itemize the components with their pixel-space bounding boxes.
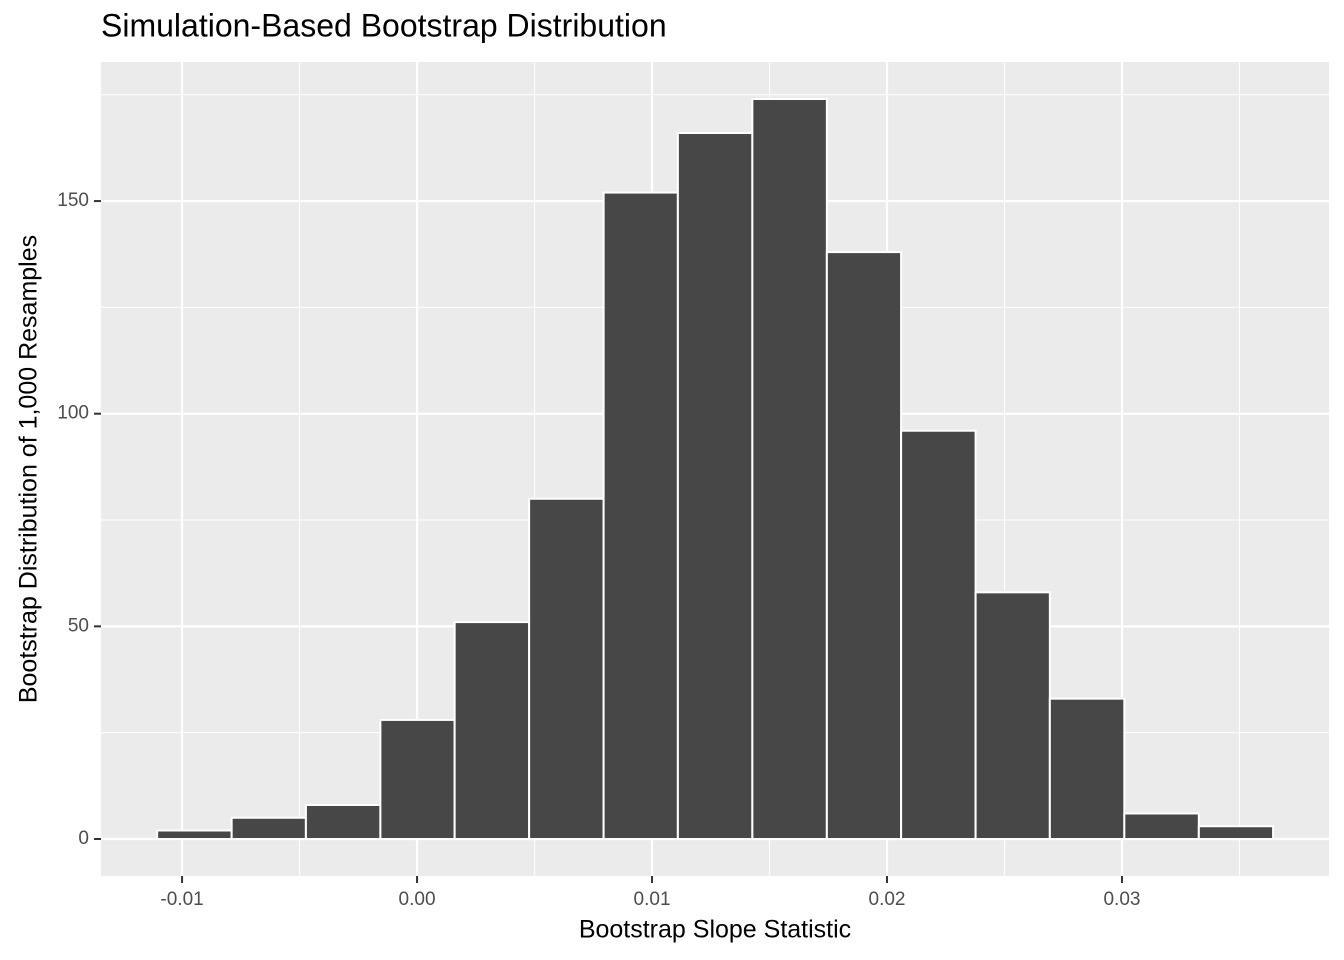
bar [156,829,233,841]
bar [676,132,754,840]
bar [602,191,679,840]
x-axis-title: Bootstrap Slope Statistic [579,916,851,944]
x-tick-label: 0.01 [634,889,671,910]
bar [453,621,531,840]
bar [304,803,382,840]
y-tick-label: 100 [57,403,89,424]
y-tick-label: 0 [78,828,89,849]
y-axis-title: Bootstrap Distribution of 1,000 Resample… [15,235,43,703]
bar [1048,697,1126,840]
bar [825,251,903,840]
bar [751,98,828,840]
x-tick-label: 0.02 [869,889,906,910]
y-tick-label: 50 [68,615,89,636]
bar [230,816,307,841]
bar [1197,825,1275,841]
bar [900,429,977,840]
bar [974,591,1051,840]
chart-title: Simulation-Based Bootstrap Distribution [101,7,667,43]
bar [528,497,605,840]
bar [379,718,456,841]
x-tick-label: 0.00 [399,889,436,910]
bar [1123,812,1200,841]
x-tick-label: -0.01 [160,889,203,910]
x-tick-label: 0.03 [1103,889,1140,910]
y-tick-label: 150 [57,190,89,211]
